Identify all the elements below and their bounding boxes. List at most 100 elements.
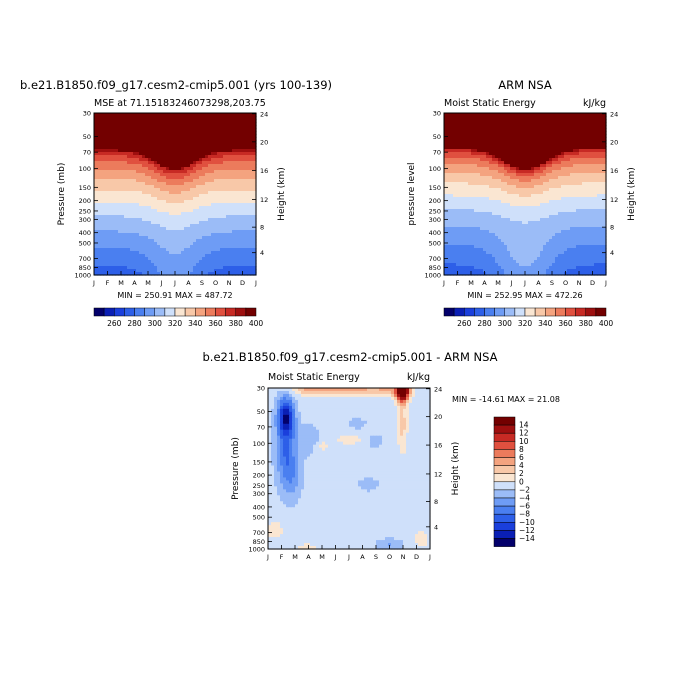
contour-cell [220,155,224,159]
contour-cell [462,173,466,177]
contour-cell [456,113,460,117]
contour-cell [121,119,125,123]
contour-cell [444,158,448,162]
contour-cell [154,239,158,243]
contour-cell [112,176,116,180]
contour-cell [223,251,227,255]
contour-cell [516,131,520,135]
contour-cell [208,191,212,195]
contour-cell [127,215,131,219]
contour-cell [187,245,191,249]
contour-cell [148,131,152,135]
contour-cell [241,257,245,261]
contour-cell [486,140,490,144]
contour-cell [154,260,158,264]
y-axis-label: Pressure (mb) [57,163,67,226]
contour-cell [241,119,245,123]
contour-cell [199,263,203,267]
contour-cell [528,161,532,165]
contour-cell [588,158,592,162]
contour-cell [567,125,571,129]
contour-cell [486,182,490,186]
contour-cell [543,179,547,183]
contour-cell [160,257,164,261]
contour-cell [456,146,460,150]
contour-cell [175,206,179,210]
contour-cell [118,263,122,267]
contour-cell [103,158,107,162]
contour-cell [471,122,475,126]
contour-cell [166,149,170,153]
contour-cell [187,149,191,153]
contour-cell [474,119,478,123]
contour-cell [151,179,155,183]
contour-cell [133,212,137,216]
contour-cell [100,260,104,264]
contour-cell [537,137,541,141]
contour-cell [537,113,541,117]
contour-cell [115,134,119,138]
contour-cell [136,239,140,243]
contour-cell [202,164,206,168]
contour-cell [202,122,206,126]
contour-cell [238,230,242,234]
contour-cell [169,212,173,216]
contour-cell [567,134,571,138]
contour-cell [145,167,149,171]
contour-cell [184,155,188,159]
contour-cell [507,152,511,156]
contour-cell [184,185,188,189]
contour-cell [157,209,161,213]
colorbar-label: 300 [148,319,163,328]
contour-cell [453,122,457,126]
contour-cell [450,185,454,189]
contour-cell [540,131,544,135]
contour-cell [459,125,463,129]
contour-cell [151,209,155,213]
contour-cell [103,179,107,183]
contour-cell [444,188,448,192]
contour-cell [148,263,152,267]
contour-cell [217,260,221,264]
contour-cell [450,122,454,126]
contour-cell [549,185,553,189]
contour-cell [151,116,155,120]
contour-cell [522,167,526,171]
contour-cell [169,170,173,174]
contour-cell [148,164,152,168]
contour-cell [130,164,134,168]
contour-cell [573,149,577,153]
contour-cell [136,230,140,234]
contour-cell [513,122,517,126]
contour-cell [130,224,134,228]
contour-cell [474,143,478,147]
contour-cell [94,185,98,189]
contour-cell [199,197,203,201]
contour-cell [564,182,568,186]
contour-cell [163,212,167,216]
contour-cell [139,149,143,153]
contour-cell [94,227,98,231]
contour-cell [184,116,188,120]
contour-cell [229,239,233,243]
contour-cell [133,173,137,177]
contour-cell [124,176,128,180]
contour-cell [163,206,167,210]
contour-cell [483,122,487,126]
contour-cell [202,128,206,132]
contour-cell [531,119,535,123]
contour-cell [534,152,538,156]
contour-cell [540,179,544,183]
contour-cell [235,230,239,234]
contour-cell [190,119,194,123]
contour-cell [561,131,565,135]
contour-cell [211,194,215,198]
contour-cell [154,155,158,159]
contour-cell [166,239,170,243]
contour-cell [97,173,101,177]
contour-cell [193,167,197,171]
contour-cell [154,233,158,237]
contour-cell [106,131,110,135]
contour-cell [151,176,155,180]
